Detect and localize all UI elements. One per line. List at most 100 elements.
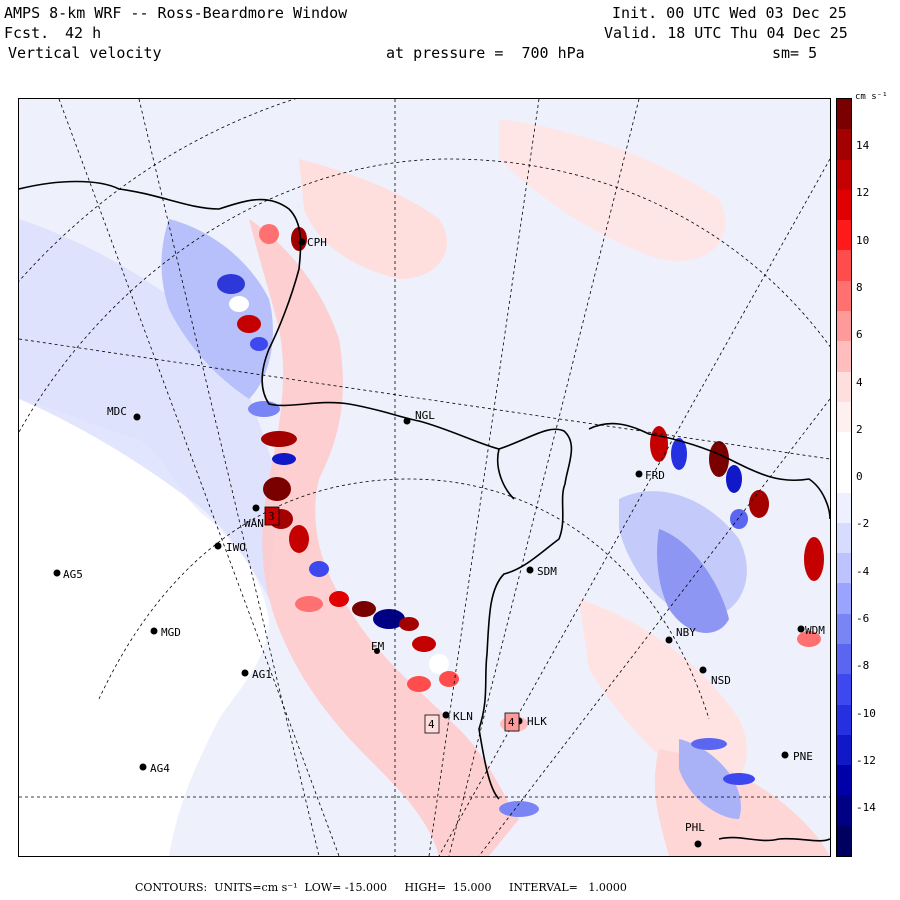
svg-text:MDC: MDC: [107, 405, 127, 418]
colorbar-segment: [837, 553, 851, 584]
colorbar-tick-label: -10: [856, 706, 876, 720]
svg-text:PNE: PNE: [793, 750, 813, 763]
colorbar-segment: [837, 99, 851, 130]
colorbar-segment: [837, 189, 851, 221]
colorbar-segment: [837, 613, 851, 645]
smoothing-label: sm= 5: [772, 44, 818, 62]
colorbar-segment: [837, 341, 851, 372]
station-em[interactable]: EM: [371, 640, 385, 654]
init-time: Init. 00 UTC Wed 03 Dec 25: [612, 4, 847, 22]
blue-region-west: [19, 219, 279, 599]
station-kln[interactable]: KLN: [442, 710, 473, 723]
colorbar-tick-label: 4: [856, 375, 863, 389]
blue-blob-3: [657, 529, 729, 633]
colorbar-segment: [837, 462, 851, 494]
station-wdm[interactable]: WDM: [797, 624, 826, 637]
map-title: AMPS 8-km WRF -- Ross-Beardmore Window: [4, 4, 348, 22]
blue-blob-4: [679, 739, 741, 819]
colorbar-segment: [837, 674, 851, 706]
station-cph[interactable]: CPH: [298, 236, 327, 249]
svg-text:MGD: MGD: [161, 626, 181, 639]
colorbar-tick-label: -2: [856, 517, 870, 531]
svg-text:3: 3: [268, 510, 275, 523]
colorbar-segment: [837, 644, 851, 675]
colorbar: [836, 98, 852, 857]
colorbar-segment: [837, 129, 851, 161]
colorbar-tick-label: -4: [856, 564, 870, 578]
colorbar-tick-label: -14: [856, 801, 876, 815]
svg-text:AG5: AG5: [63, 568, 83, 581]
pink-blob-northeast: [499, 119, 726, 261]
valid-time: Valid. 18 UTC Thu 04 Dec 25: [604, 24, 848, 42]
colorbar-tick-label: -12: [856, 753, 876, 767]
svg-text:IWO: IWO: [226, 541, 246, 554]
pink-blob-north: [299, 159, 447, 279]
colorbar-tick-label: -8: [856, 659, 870, 673]
forecast-label: Fcst.: [4, 24, 50, 42]
svg-text:WAN: WAN: [244, 517, 264, 530]
station-pne[interactable]: PNE: [781, 750, 813, 763]
colorbar-tick-label: 0: [856, 470, 863, 484]
station-ngl[interactable]: NGL: [403, 409, 436, 425]
field-name: Vertical velocity: [8, 44, 162, 62]
colorbar-segment: [837, 280, 851, 312]
colorbar-segment: [837, 250, 851, 282]
colorbar-segment: [837, 432, 851, 463]
svg-text:PHL: PHL: [685, 821, 705, 834]
colorbar-segment: [837, 159, 851, 191]
station-mgd[interactable]: MGD: [150, 626, 181, 639]
svg-text:NGL: NGL: [415, 409, 435, 422]
pressure-level: at pressure = 700 hPa: [386, 44, 585, 62]
colorbar-tick-label: 12: [856, 186, 870, 200]
colorbar-segment: [837, 522, 851, 554]
pink-band-mountains: [249, 219, 519, 856]
svg-text:4: 4: [508, 716, 515, 729]
station-nby[interactable]: NBY: [665, 626, 697, 644]
svg-text:NBY: NBY: [676, 626, 696, 639]
colorbar-tick-label: 8: [856, 280, 863, 294]
blue-blob-1: [161, 219, 273, 399]
station-frd[interactable]: FRD: [635, 469, 665, 482]
station-sdm[interactable]: SDM: [526, 565, 558, 578]
station-ag5[interactable]: AG5: [53, 568, 83, 581]
svg-text:FRD: FRD: [645, 469, 665, 482]
colorbar-segment: [837, 220, 851, 251]
svg-text:CPH: CPH: [307, 236, 327, 249]
station-phl[interactable]: PHL: [685, 821, 705, 848]
station-ag4[interactable]: AG4: [139, 762, 171, 775]
colorbar-segment: [837, 825, 851, 856]
colorbar-segment: [837, 734, 851, 766]
station-mdc[interactable]: MDC: [107, 405, 141, 421]
plateau-missing-region: [19, 399, 269, 856]
station-iwo[interactable]: IWO: [214, 541, 246, 554]
svg-text:SDM: SDM: [537, 565, 557, 578]
station-nsd[interactable]: NSD: [699, 666, 731, 688]
latlon-grid: [19, 99, 830, 856]
colorbar-segment: [837, 704, 851, 736]
vertical-velocity-map[interactable]: CPH MDC NGL FRD WAN IWO AG5 SDM: [18, 98, 831, 857]
colorbar-tick-label: 6: [856, 328, 863, 342]
svg-text:NSD: NSD: [711, 674, 731, 687]
svg-text:KLN: KLN: [453, 710, 473, 723]
map-canvas: CPH MDC NGL FRD WAN IWO AG5 SDM: [19, 99, 830, 856]
colorbar-tick-label: 14: [856, 139, 870, 152]
svg-text:AG1: AG1: [252, 668, 272, 681]
colorbar-units: cm s⁻¹: [855, 92, 888, 102]
svg-text:EM: EM: [371, 640, 385, 653]
station-ag1[interactable]: AG1: [241, 668, 272, 681]
contour-info: CONTOURS: UNITS=cm s⁻¹ LOW= -15.000 HIGH…: [135, 881, 627, 894]
contour-boxes: 4 4 3: [264, 506, 520, 734]
colorbar-tick-label: 10: [856, 233, 870, 247]
svg-text:WDM: WDM: [805, 624, 825, 637]
colorbar-segment: [837, 401, 851, 433]
intense-cores: [217, 224, 824, 817]
colorbar-segment: [837, 310, 851, 342]
colorbar-tick-label: -6: [856, 612, 870, 625]
colorbar-tick-label: 2: [856, 422, 863, 436]
svg-text:HLK: HLK: [527, 715, 547, 728]
svg-text:AG4: AG4: [150, 762, 170, 775]
station-wan[interactable]: WAN: [244, 504, 264, 531]
forecast-hours: 42 h: [65, 24, 102, 42]
stations: CPH MDC NGL FRD WAN IWO AG5 SDM: [53, 236, 826, 848]
colorbar-segment: [837, 795, 851, 827]
